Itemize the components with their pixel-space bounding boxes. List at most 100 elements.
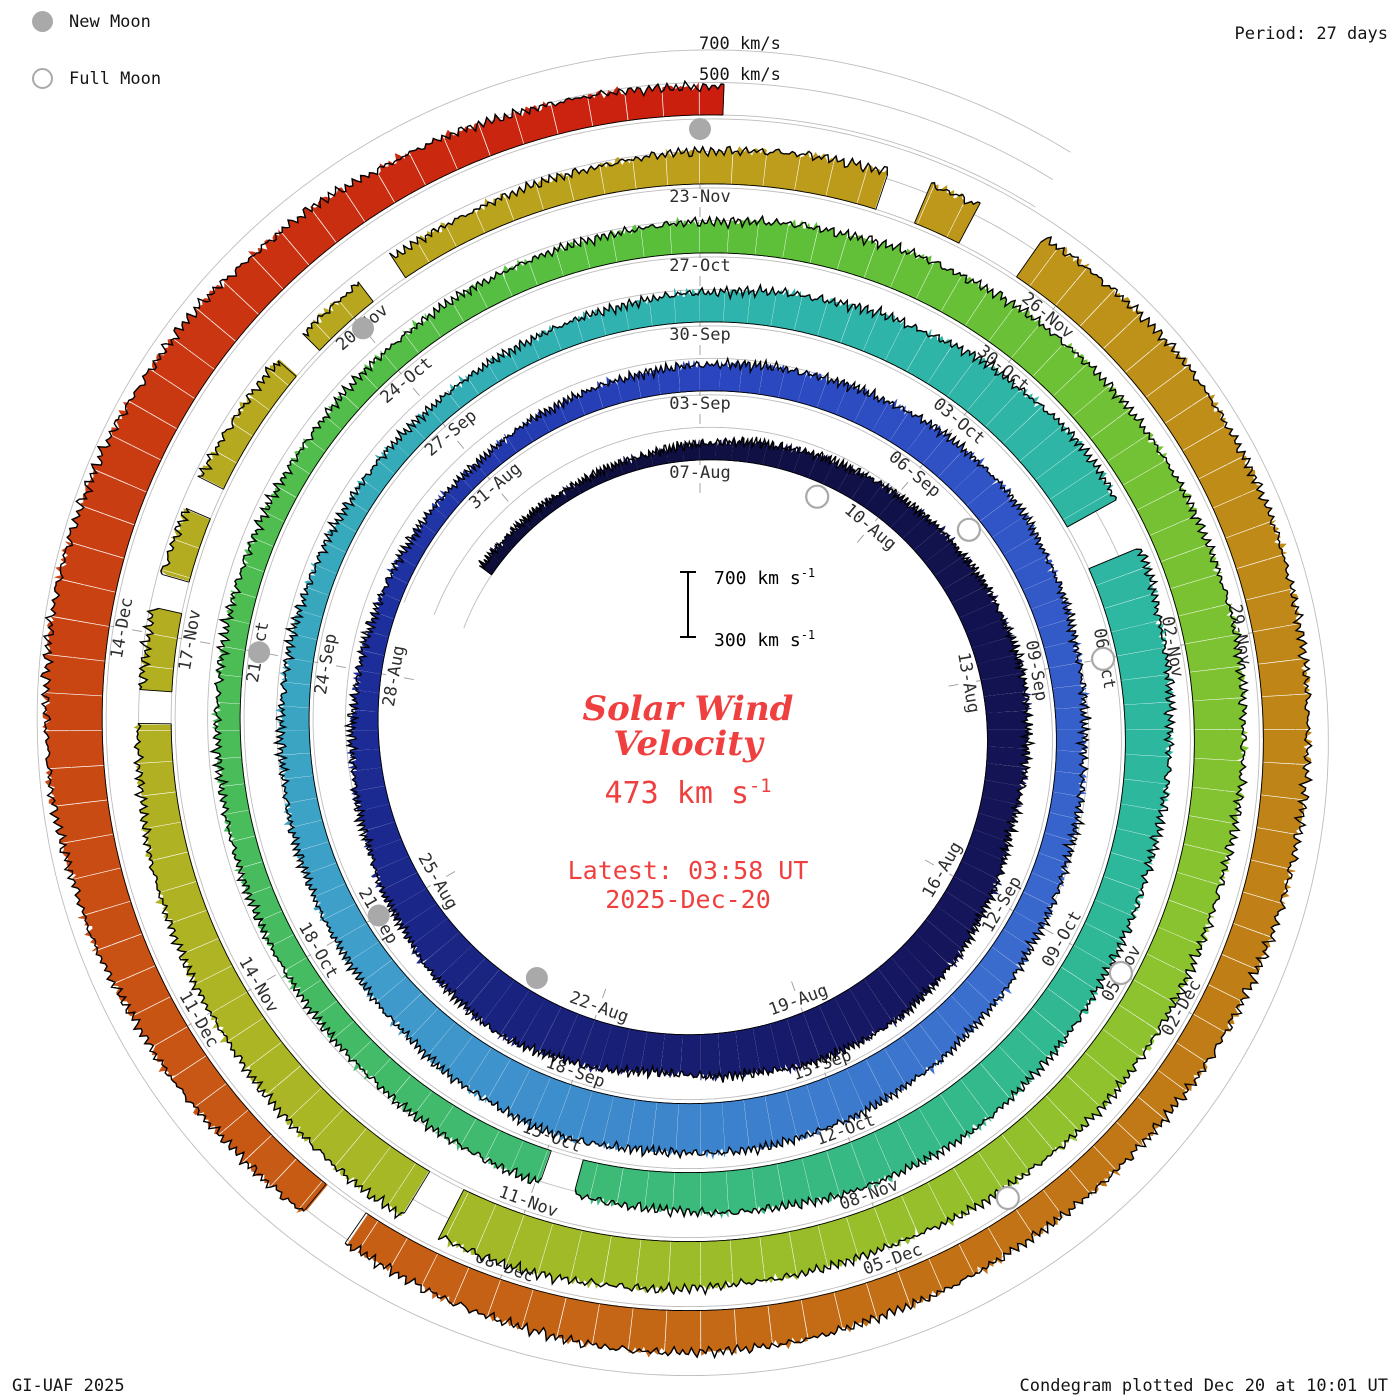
full-moon-marker — [995, 1185, 1020, 1211]
band-cap — [197, 475, 224, 490]
band-cap — [185, 507, 211, 520]
velocity-band-segment — [628, 1307, 667, 1358]
band-cap — [1067, 499, 1116, 528]
baseline-edge — [319, 301, 374, 351]
velocity-band-segment — [281, 775, 318, 803]
velocity-trace — [137, 607, 160, 690]
date-tick — [1068, 942, 1073, 946]
gridline-label-500: 500 km/s — [699, 65, 781, 85]
date-tick — [403, 677, 414, 680]
date-tick — [266, 974, 276, 981]
baseline-edge — [170, 723, 431, 1172]
scale-top-label: 700 km s-1 — [714, 566, 815, 589]
date-tick — [335, 665, 346, 668]
date-tick — [523, 1209, 526, 1214]
legend-new-moon: New Moon — [32, 11, 151, 32]
date-tick — [132, 629, 143, 633]
velocity-band-segment — [726, 1167, 757, 1215]
band-cap — [161, 573, 190, 583]
baseline-edge — [101, 114, 723, 1185]
band-cap — [1088, 548, 1136, 570]
baseline-edge — [223, 376, 297, 490]
full-moon-icon — [32, 68, 53, 89]
new-moon-marker — [689, 118, 711, 140]
plotted-timestamp: Condegram plotted Dec 20 at 10:01 UT — [1019, 1376, 1388, 1396]
band-cap — [914, 182, 932, 224]
date-label: 30-Sep — [669, 325, 730, 345]
date-tick — [187, 1023, 192, 1026]
baseline-edge — [583, 568, 1126, 1174]
velocity-band-segment — [665, 148, 700, 186]
date-tick — [871, 1202, 874, 1207]
legend-full-moon: Full Moon — [32, 68, 161, 89]
date-label: 23-Nov — [669, 187, 730, 207]
velocity-band-segment — [284, 635, 318, 663]
date-tick — [800, 1007, 803, 1012]
velocity-band-segment — [42, 693, 103, 731]
band-cap — [277, 360, 297, 377]
velocity-trace — [160, 507, 191, 575]
band-cap — [158, 607, 182, 614]
velocity-band-segment — [730, 1236, 765, 1287]
velocity-band-segment — [1193, 729, 1250, 761]
date-tick — [824, 1072, 827, 1077]
date-tick — [963, 412, 967, 416]
full-moon-marker — [1090, 646, 1116, 672]
new-moon-marker — [352, 317, 374, 340]
band-cap — [344, 1212, 367, 1244]
velocity-band-segment — [680, 1034, 701, 1079]
velocity-band-segment — [1261, 694, 1312, 730]
baseline-edge — [171, 613, 183, 692]
velocity-band-segment — [214, 674, 243, 704]
date-tick — [601, 988, 607, 999]
velocity-band-segment — [701, 1308, 737, 1356]
full-moon-marker — [1108, 960, 1134, 986]
new-moon-marker — [367, 904, 390, 927]
date-tick — [501, 493, 509, 502]
band-cap — [875, 175, 888, 210]
baseline-edge — [308, 321, 1068, 1105]
date-tick — [178, 637, 183, 640]
date-tick — [791, 981, 796, 992]
date-tick — [1043, 668, 1049, 670]
velocity-band-segment — [700, 1239, 733, 1290]
date-tick — [247, 988, 252, 992]
velocity-band-segment — [583, 230, 617, 269]
velocity-band-segment — [1256, 795, 1305, 835]
period-label: Period: 27 days — [1234, 24, 1388, 44]
full-moon-marker — [956, 517, 982, 542]
date-tick — [1007, 359, 1012, 363]
velocity-band-segment — [624, 298, 653, 331]
date-tick — [1044, 928, 1054, 935]
date-tick — [531, 1183, 536, 1193]
baseline-edge — [239, 252, 1195, 1243]
legend-new-moon-label: New Moon — [69, 11, 151, 32]
date-tick — [457, 440, 465, 449]
band-cap — [389, 252, 406, 278]
velocity-band-segment — [611, 224, 645, 263]
date-label: 27-Oct — [669, 256, 730, 276]
velocity-band-segment — [739, 359, 764, 395]
date-tick — [895, 1267, 898, 1272]
band-cap — [958, 202, 981, 244]
velocity-band-segment — [231, 836, 264, 868]
scale-bottom-label: 300 km s-1 — [714, 628, 815, 651]
date-label: 03-Sep — [669, 394, 730, 414]
date-tick — [412, 387, 420, 397]
baseline-edge — [365, 276, 1264, 1312]
date-tick — [426, 885, 431, 888]
velocity-gridline — [36, 49, 1329, 1377]
date-tick — [398, 370, 402, 375]
date-tick — [975, 680, 981, 682]
velocity-band-segment — [699, 438, 717, 461]
date-tick — [382, 673, 387, 676]
velocity-trace — [302, 281, 359, 337]
date-tick — [847, 1137, 851, 1142]
velocity-band-segment — [699, 83, 725, 116]
velocity-band-segment — [662, 82, 699, 118]
baseline-edge — [188, 518, 211, 583]
credit-label: GI-UAF 2025 — [12, 1376, 125, 1396]
velocity-trace — [40, 79, 725, 1212]
date-tick — [547, 1144, 550, 1149]
